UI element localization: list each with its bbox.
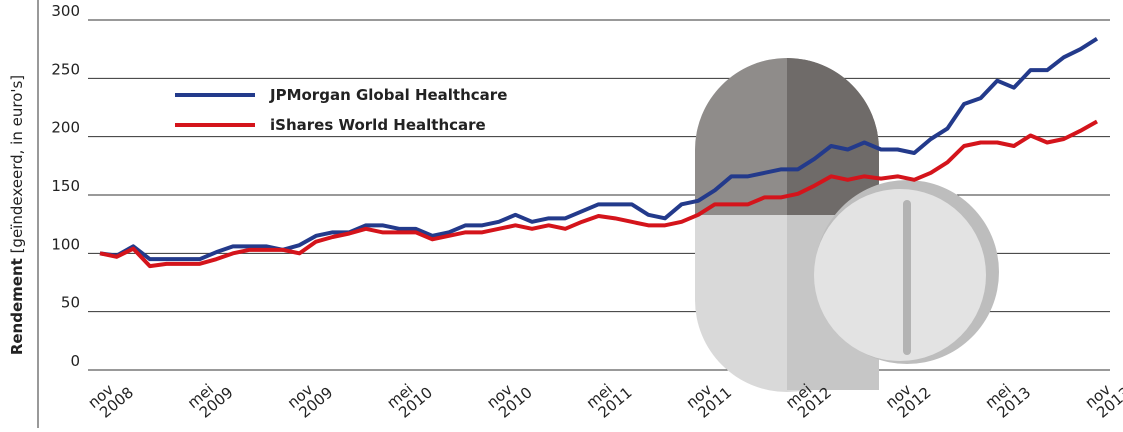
x-tick-label: mei2010 bbox=[383, 372, 436, 424]
pill-illustration bbox=[695, 58, 999, 392]
legend-label: JPMorgan Global Healthcare bbox=[269, 86, 507, 104]
page: {"chart_data": {"type": "line", "y_label… bbox=[0, 0, 1123, 432]
x-tick-label: nov2010 bbox=[483, 372, 536, 424]
y-axis-label-bold: Rendement bbox=[8, 258, 26, 355]
x-tick-label: mei2011 bbox=[583, 372, 636, 424]
x-tick-label: nov2011 bbox=[683, 372, 736, 424]
y-tick-label: 250 bbox=[51, 60, 80, 78]
y-tick-label: 200 bbox=[51, 119, 80, 137]
chart: Rendement [geïndexeerd, in euro's] 0 50 10… bbox=[0, 0, 1123, 428]
legend-label: iShares World Healthcare bbox=[270, 116, 486, 134]
y-axis-label-rest: [geïndexeerd, in euro's] bbox=[8, 75, 26, 254]
y-tick-label: 150 bbox=[51, 177, 80, 195]
y-tick-label: 100 bbox=[51, 235, 80, 253]
y-tick-label: 0 bbox=[70, 352, 80, 370]
y-axis-label: Rendement [geïndexeerd, in euro's] bbox=[8, 75, 26, 355]
x-tick-label: nov2013 bbox=[1081, 372, 1123, 424]
y-tick-label: 300 bbox=[51, 2, 80, 20]
x-tick-label: nov2012 bbox=[882, 372, 935, 424]
x-tick-label: nov2008 bbox=[84, 372, 137, 424]
x-tick-label: mei2013 bbox=[982, 372, 1035, 424]
x-tick-label: nov2009 bbox=[284, 372, 337, 424]
x-tick-label: mei2009 bbox=[184, 372, 237, 424]
y-tick-label: 50 bbox=[61, 294, 80, 312]
